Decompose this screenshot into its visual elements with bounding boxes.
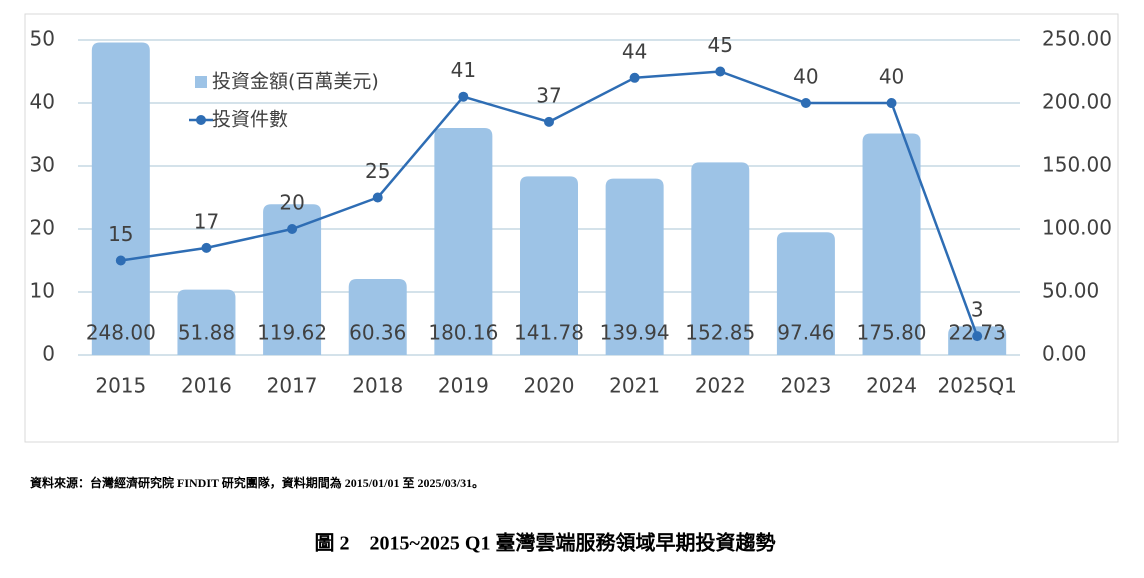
- line-point: [287, 224, 298, 234]
- y2-tick-label: 0.00: [1042, 342, 1087, 366]
- point-label: 25: [365, 159, 390, 183]
- line-point: [115, 255, 126, 266]
- value-label: 139.94: [600, 321, 670, 345]
- y-tick-label: 30: [30, 153, 55, 177]
- y-tick-label: 40: [30, 90, 55, 114]
- x-tick-label: 2019: [438, 374, 489, 398]
- x-tick-label: 2016: [181, 374, 232, 398]
- bar: [605, 178, 664, 355]
- x-tick-label: 2022: [695, 374, 746, 398]
- bar: [263, 204, 322, 355]
- line-point: [886, 98, 897, 108]
- line-point: [800, 98, 811, 108]
- x-tick-label: 2021: [609, 374, 660, 398]
- bar: [348, 278, 407, 355]
- line-point: [972, 331, 983, 342]
- line-point: [629, 72, 640, 83]
- bar: [776, 232, 835, 355]
- point-label: 40: [879, 65, 904, 89]
- bar: [691, 162, 750, 355]
- value-label: 248.00: [86, 321, 156, 345]
- value-label: 97.46: [777, 321, 834, 345]
- y-tick-label: 0: [42, 342, 55, 366]
- y2-tick-label: 150.00: [1042, 153, 1112, 177]
- point-label: 37: [536, 83, 561, 107]
- x-tick-label: 2015: [95, 374, 146, 398]
- legend-swatch: [196, 115, 206, 125]
- point-label: 41: [451, 58, 476, 82]
- line-point: [372, 192, 383, 203]
- bar: [177, 289, 236, 355]
- x-tick-label: 2025Q1: [937, 374, 1016, 398]
- legend-label: 投資件數: [212, 109, 288, 131]
- y2-tick-label: 100.00: [1042, 216, 1112, 240]
- point-label: 17: [194, 209, 219, 233]
- point-label: 15: [108, 222, 133, 246]
- y2-tick-label: 250.00: [1042, 27, 1112, 51]
- value-label: 60.36: [349, 321, 406, 345]
- bar: [520, 176, 578, 355]
- x-tick-label: 2024: [866, 374, 917, 398]
- point-label: 3: [971, 298, 984, 322]
- chart-title: 圖 2 2015~2025 Q1 臺灣雲端服務領域早期投資趨勢: [315, 531, 776, 555]
- source-note: 資料來源：台灣經濟研究院 FINDIT 研究團隊，資料期間為 2015/01/0…: [30, 475, 484, 490]
- legend-label: 投資金額(百萬美元): [212, 71, 379, 93]
- value-label: 51.88: [178, 321, 235, 345]
- legend-swatch: [195, 76, 207, 88]
- line-point: [201, 242, 212, 253]
- y2-tick-label: 50.00: [1042, 279, 1099, 303]
- value-label: 141.78: [514, 321, 584, 345]
- point-label: 40: [793, 65, 818, 89]
- line-point: [458, 91, 469, 102]
- point-label: 45: [708, 33, 733, 57]
- value-label: 119.62: [257, 321, 327, 345]
- y-tick-label: 20: [30, 216, 55, 240]
- point-label: 20: [279, 191, 304, 215]
- x-tick-label: 2018: [352, 374, 403, 398]
- bar: [434, 127, 493, 355]
- line-point: [544, 116, 554, 127]
- value-label: 180.16: [428, 321, 498, 345]
- value-label: 152.85: [685, 321, 755, 345]
- x-tick-label: 2017: [267, 374, 318, 398]
- point-label: 44: [622, 39, 647, 63]
- x-tick-label: 2020: [524, 374, 575, 398]
- line-point: [715, 66, 726, 77]
- bar: [91, 42, 150, 356]
- bar: [862, 133, 921, 355]
- x-tick-label: 2023: [780, 374, 831, 398]
- y-tick-label: 50: [30, 27, 55, 51]
- y-tick-label: 10: [30, 279, 55, 303]
- value-label: 175.80: [857, 321, 927, 345]
- y2-tick-label: 200.00: [1042, 90, 1112, 114]
